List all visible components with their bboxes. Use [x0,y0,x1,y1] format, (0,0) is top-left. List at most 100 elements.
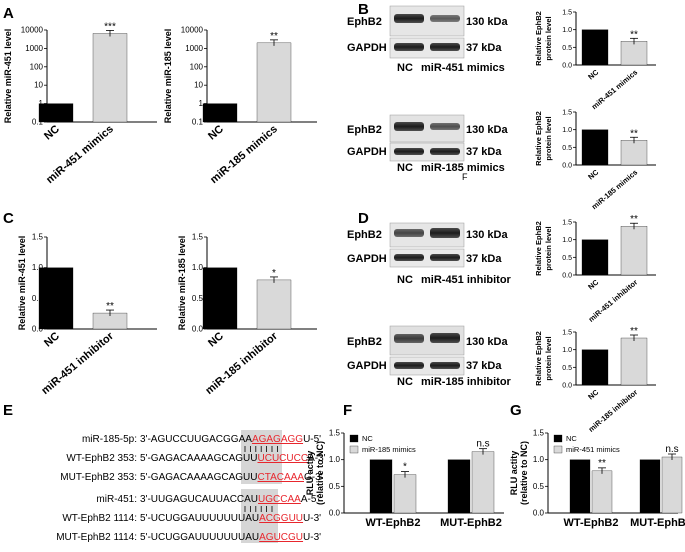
y-tick-label: 1.5 [562,10,572,17]
bar [393,474,417,514]
sequence-flank: U-3' [303,532,321,543]
sequence-label: WT-EphB2 353: [66,453,137,464]
blot-lane-label: miR-185 inhibitor [421,376,512,388]
y-tick-label: 1.5 [562,220,572,227]
bar [620,41,648,66]
y-tick-label: 0.5 [562,255,572,262]
sequence-text: 5'-GAGACAAAAGCAGUUUCUCUCCA-3' [140,453,326,464]
bar [202,103,238,123]
panel-label-g: G [510,402,522,419]
x-tick-label: NC [586,67,601,81]
significance-mark: ** [106,301,114,312]
blot-protein-label: EphB2 [347,229,382,241]
bar [569,459,591,514]
sequence-label: MUT-EphB2 1114: [56,532,137,543]
y-tick-label: 0.5 [32,294,44,303]
blot-band [394,148,424,155]
y-axis-label: protein level [544,226,553,270]
bar [256,42,292,123]
sequence-text: 5'-UCUGGAUUUUUUUAUACGGUUU-3' [140,513,321,524]
bar [620,226,648,276]
blot-band [430,333,460,343]
blot-band [430,148,460,155]
y-tick-label: 0.0 [533,509,545,518]
blot-membrane [389,142,465,162]
y-axis-label: protein level [544,116,553,160]
bar [661,456,683,514]
significance-mark: ** [630,29,638,40]
sequence-flank: 5'-UCUGGAUUUUUUUAU [140,513,259,524]
western-blot-b2: EphB2 130 kDa GAPDH 37 kDa NC miR-185 mi… [347,114,508,182]
x-tick-label: NC [586,387,601,401]
bar [471,451,495,514]
sequence-text: 5'-UCUGGAUUUUUUUAUAGUCGUU-3' [140,532,321,543]
blot-band [394,14,424,23]
y-tick-label: 1.0 [32,263,44,272]
blot-band [430,362,460,369]
y-tick-label: 0.5 [329,482,341,491]
x-tick-label: WT-EphB2 [366,517,421,529]
y-axis-label: Relative miR-451 level [3,29,13,124]
sequence-text: 5'-GAGACAAAAGCAGUUCTACAAAG-3' [140,472,323,483]
bar [202,267,238,330]
y-axis-label: Relative EphB2 [534,11,543,66]
panel-label-b: B [358,1,369,18]
y-tick-label: 0.0 [562,383,572,390]
y-tick-label: 1.5 [329,429,341,438]
significance-mark: *** [104,21,116,32]
y-axis-label: RLU actity [509,451,519,496]
blot-protein-label: GAPDH [347,253,387,265]
y-tick-label: 1.5 [533,429,545,438]
legend-label: miR-451 mimics [566,445,620,454]
significance-mark: * [272,268,276,279]
legend-label: NC [362,434,373,443]
chart-a2: 0.1 1 10 100 1000 10000 Relative miR-185 level… [163,26,317,186]
legend-swatch [553,445,563,454]
y-tick-label: 1 [199,99,204,108]
bar [620,337,648,386]
y-tick-label: 1.5 [32,233,44,242]
significance-mark: ** [598,458,606,469]
blot-band [394,254,424,261]
blot-protein-label: EphB2 [347,124,382,136]
legend-swatch [553,434,563,443]
blot-band [430,123,460,130]
y-tick-label: 10000 [21,26,44,35]
seed-highlight-box [241,489,278,543]
y-tick-label: 0.1 [192,118,204,127]
significance-mark: n.s [665,444,678,455]
blot-lane-label: NC [397,62,413,74]
y-tick-label: 1.0 [533,455,545,464]
significance-mark: ** [630,326,638,337]
y-tick-label: 0.0 [192,325,204,334]
blot-band [430,254,460,261]
sequence-label: WT-EphB2 1114: [62,513,137,524]
blot-lane-label: NC [397,162,413,174]
chart-b2: 0.0 0.5 1.0 1.5 Relative EphB2 protein level N… [534,110,656,211]
blot-kda-label: 130 kDa [466,336,508,348]
y-tick-label: 0.1 [32,118,44,127]
significance-mark: ** [630,214,638,225]
bar [38,267,74,330]
y-tick-label: 1.0 [329,455,341,464]
blot-band [394,362,424,369]
blot-membrane [389,248,465,268]
significance-mark: n.s [476,439,489,450]
y-axis-label: Relative EphB2 [534,221,543,276]
panel-label-d: D [358,210,369,227]
y-axis-label: protein level [544,16,553,60]
sequence-flank: A-3' [308,453,326,464]
sequence-flank: 3'-UUGAGUCAUUACCAU [140,494,258,505]
panel-label-c: C [3,210,14,227]
y-tick-label: 1.5 [562,330,572,337]
y-axis-label: RLU actity [305,451,315,496]
blot-kda-label: 130 kDa [466,124,508,136]
y-tick-label: 0.0 [562,273,572,280]
sequence-seed: CTACAAA [258,472,305,483]
sequence-label: MUT-EphB2 353: [60,472,137,483]
bar [256,279,292,330]
bar [447,459,471,514]
